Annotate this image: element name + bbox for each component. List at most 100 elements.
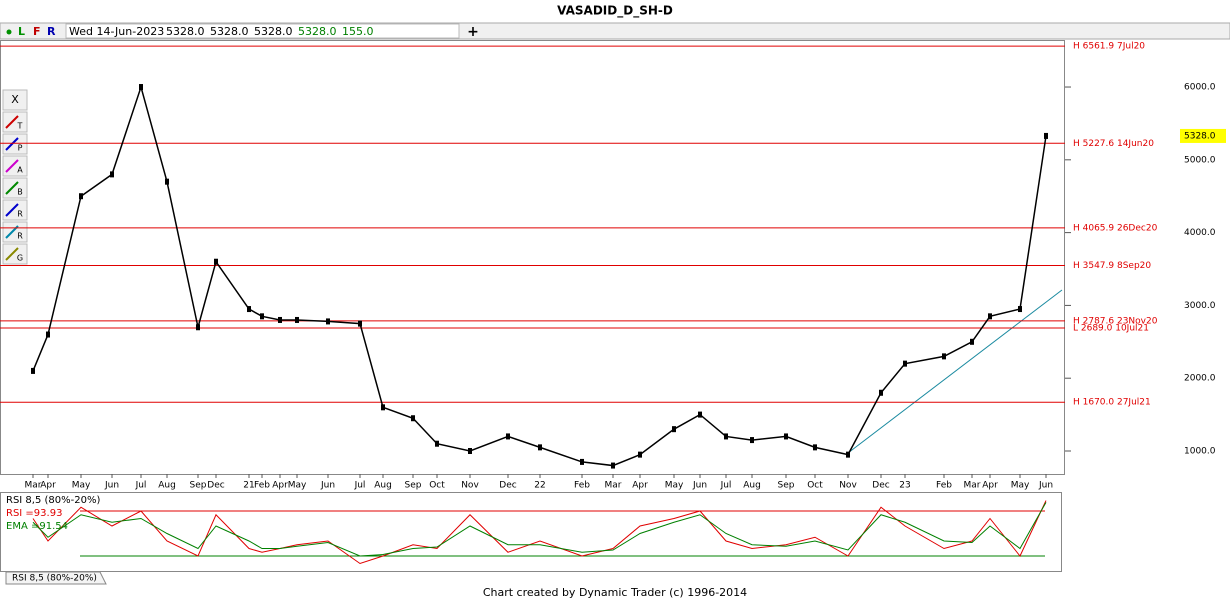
bar-mark [381, 404, 385, 411]
tool-button[interactable] [2, 199, 28, 221]
toolbar-button[interactable]: F [33, 25, 41, 38]
tool-icon [5, 115, 19, 129]
x-tick-label: Feb [574, 481, 590, 491]
x-tick-label: Apr [40, 481, 56, 491]
bar-mark [784, 433, 788, 440]
toolbar-field: 5328.0 [298, 25, 337, 38]
x-tick-label: Oct [429, 481, 445, 491]
bar-mark [260, 313, 264, 320]
y-tick-label: 4000.0 [1184, 228, 1216, 238]
bar-mark [672, 426, 676, 433]
tool-button[interactable] [2, 177, 28, 199]
tool-label[interactable]: P [18, 144, 23, 153]
tool-label[interactable]: R [17, 232, 23, 241]
footer: Chart created by Dynamic Trader (c) 1996… [483, 586, 747, 599]
x-tick-label: 22 [534, 481, 545, 491]
x-tick-label: Oct [807, 481, 823, 491]
tab[interactable] [5, 571, 107, 585]
tool-button[interactable] [2, 243, 28, 265]
x-tick-label: Jun [320, 481, 335, 491]
level-label: H 2787.6 23Nov20 [1073, 316, 1158, 326]
info-box [65, 23, 460, 39]
bar-mark [750, 437, 754, 444]
tool-label[interactable]: G [17, 254, 23, 263]
add-button[interactable]: + [467, 24, 479, 40]
x-tick-label: Apr [272, 481, 288, 491]
tool-label[interactable]: T [17, 122, 23, 131]
bar-mark [580, 458, 584, 465]
bar-mark [1044, 132, 1048, 139]
x-tick-label: Jul [720, 481, 732, 491]
tool-label[interactable]: R [17, 210, 23, 219]
tab-label[interactable]: RSI 8,5 (80%-20%) [12, 574, 97, 584]
bar-mark [468, 447, 472, 454]
y-tick-label: 6000.0 [1184, 83, 1216, 93]
x-tick-label: May [288, 481, 307, 491]
x-tick-label: Aug [158, 481, 176, 491]
x-tick-label: Aug [374, 481, 392, 491]
rsi-panel [0, 492, 1062, 572]
bar-mark [970, 338, 974, 345]
legend-entry: EMA =91.54 [6, 521, 68, 532]
toolbar-field: 5328.0 [166, 25, 205, 38]
bar-mark [435, 440, 439, 447]
x-tick-label: Dec [872, 481, 889, 491]
tool-icon [5, 247, 19, 261]
level-label: L 2689.0 10Jul21 [1073, 324, 1149, 334]
trend-line [847, 289, 1063, 454]
x-tick-label: Sep [778, 481, 795, 491]
bar-mark [326, 318, 330, 325]
price-panel [0, 40, 1065, 475]
x-tick-label: 21 [243, 481, 254, 491]
bar-mark [79, 193, 83, 200]
tool-icon [5, 137, 19, 151]
bar-mark [196, 324, 200, 331]
bar-mark [139, 84, 143, 91]
toolbar-field: 5328.0 [210, 25, 249, 38]
bar-mark [724, 433, 728, 440]
x-tick-label: May [72, 481, 91, 491]
panel-title: RSI 8,5 (80%-20%) [6, 495, 100, 506]
toolbar-button[interactable]: R [47, 25, 56, 38]
bar-mark [879, 389, 883, 396]
tool-button[interactable] [2, 155, 28, 177]
x-tick-label: Jul [354, 481, 366, 491]
bar-mark [110, 171, 114, 178]
rsi-line [32, 502, 1047, 557]
tool-button[interactable] [2, 133, 28, 155]
bar-mark [358, 320, 362, 327]
tool-icon [5, 159, 19, 173]
tool-label[interactable]: B [17, 188, 23, 197]
bar-mark [942, 353, 946, 360]
bar-mark [31, 367, 35, 374]
tool-button[interactable] [2, 89, 28, 111]
tool-button[interactable] [2, 221, 28, 243]
y-tick-label: 5000.0 [1184, 155, 1216, 165]
bar-mark [506, 433, 510, 440]
y-tick-label: 2000.0 [1184, 374, 1216, 384]
tool-button[interactable] [2, 111, 28, 133]
y-tick-label: 1000.0 [1184, 446, 1216, 456]
level-label: H 3547.9 8Sep20 [1073, 261, 1151, 271]
x-tick-label: Dec [207, 481, 224, 491]
bar-mark [611, 462, 615, 469]
x-tick-label: Mar [605, 481, 622, 491]
last-price-box [1180, 128, 1226, 143]
tool-label[interactable]: A [17, 166, 23, 175]
x-tick-label: Aug [743, 481, 761, 491]
bar-mark [538, 444, 542, 451]
x-tick-label: Mar [25, 481, 42, 491]
x-tick-label: May [665, 481, 684, 491]
toolbar-button[interactable]: L [18, 25, 25, 38]
bar-mark [411, 415, 415, 422]
x-tick-label: Dec [499, 481, 516, 491]
bar-mark [247, 306, 251, 313]
x-tick-label: Jun [692, 481, 707, 491]
x-tick-label: Feb [936, 481, 952, 491]
status-dot [6, 29, 12, 35]
tool-icon [5, 203, 19, 217]
x-tick-label: May [1011, 481, 1030, 491]
tool-label[interactable]: X [11, 93, 19, 106]
x-tick-label: Nov [839, 481, 857, 491]
